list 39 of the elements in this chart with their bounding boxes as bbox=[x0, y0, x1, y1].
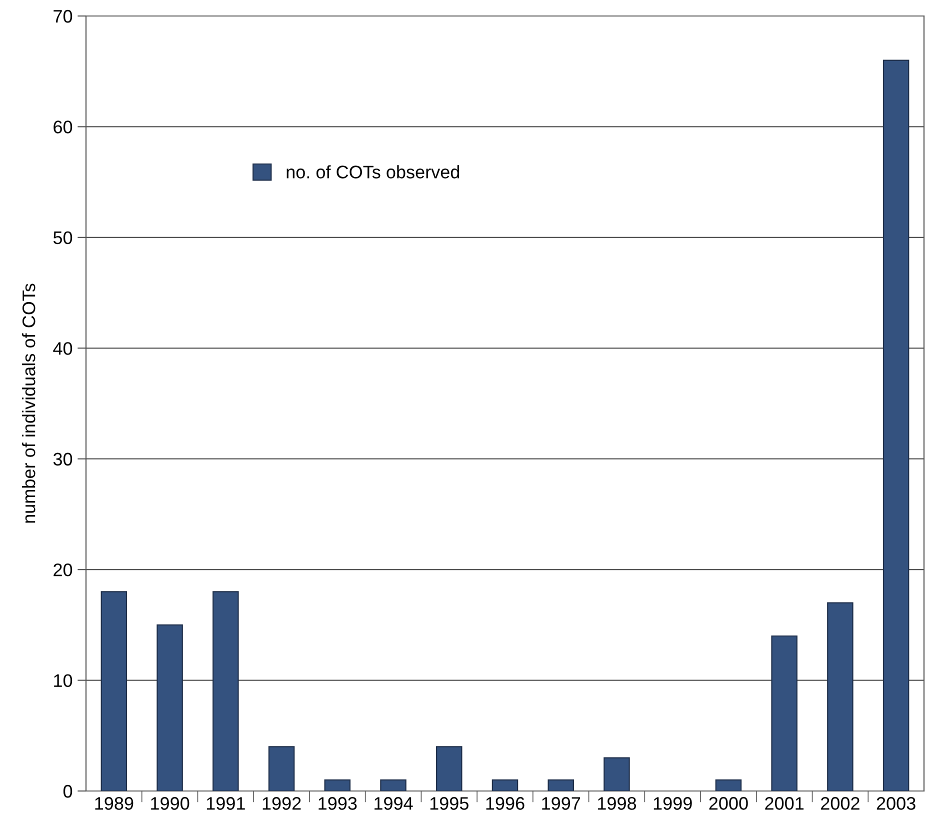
y-tick-label: 10 bbox=[54, 674, 72, 688]
bar bbox=[156, 624, 183, 791]
bar bbox=[771, 635, 798, 791]
y-axis-title: number of individuals of COTs bbox=[22, 284, 36, 523]
x-tick-label: 2001 bbox=[765, 797, 804, 810]
x-tick-label: 1989 bbox=[95, 797, 134, 810]
bar bbox=[436, 746, 462, 791]
x-tick-label: 1998 bbox=[598, 797, 636, 810]
y-tick-label: 30 bbox=[53, 452, 72, 466]
bar bbox=[827, 602, 854, 791]
y-tick-label: 40 bbox=[53, 342, 72, 355]
bar bbox=[492, 779, 518, 791]
x-tick-label: 1991 bbox=[206, 797, 245, 810]
bar bbox=[604, 757, 630, 791]
x-tick-label: 2003 bbox=[876, 797, 916, 810]
y-tick-label: 60 bbox=[54, 120, 72, 134]
x-tick-label: 1999 bbox=[654, 797, 692, 810]
y-tick-label: 70 bbox=[54, 10, 72, 23]
bar bbox=[548, 779, 574, 791]
bar bbox=[268, 746, 295, 791]
x-tick-label: 2002 bbox=[821, 797, 860, 810]
x-tick-label: 1992 bbox=[262, 797, 301, 810]
x-tick-label: 1995 bbox=[430, 797, 468, 810]
bar bbox=[715, 779, 742, 791]
bar bbox=[380, 779, 406, 791]
x-tick-label: 1993 bbox=[318, 797, 357, 810]
y-tick-label: 0 bbox=[63, 784, 72, 798]
x-tick-label: 2000 bbox=[709, 797, 748, 810]
bar bbox=[324, 779, 351, 791]
x-tick-label: 1996 bbox=[486, 797, 524, 810]
legend-label: no. of COTs observed bbox=[286, 165, 460, 178]
bar bbox=[100, 591, 128, 791]
y-tick-label: 20 bbox=[54, 564, 72, 576]
x-tick-label: 1990 bbox=[151, 797, 190, 810]
bar bbox=[212, 591, 239, 791]
x-tick-label: 1994 bbox=[374, 797, 413, 810]
x-tick-label: 1997 bbox=[542, 797, 580, 810]
bar bbox=[882, 60, 910, 791]
y-tick-label: 50 bbox=[53, 231, 72, 244]
